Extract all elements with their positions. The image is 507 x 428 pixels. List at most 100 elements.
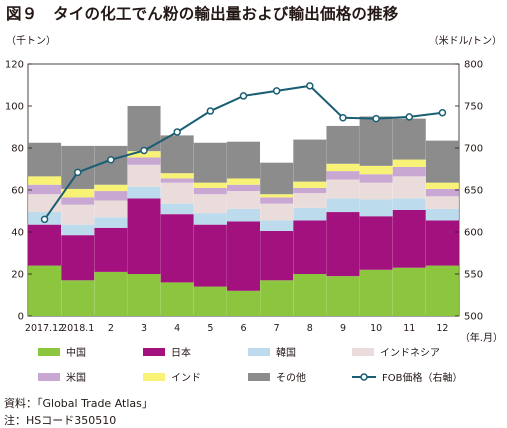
bar-segment-1-1 <box>61 235 95 281</box>
x-tick-label-12: 12 <box>436 323 448 334</box>
x-tick-label-6: 6 <box>240 323 246 334</box>
bar-segment-4-0 <box>28 184 62 195</box>
bar-segment-5-5 <box>193 182 227 188</box>
legend-label-4: 米国 <box>66 371 86 384</box>
x-tick-label-1: 2018.1 <box>61 323 94 334</box>
bar-segment-3-4 <box>160 182 194 204</box>
bar-segment-5-10 <box>359 165 393 175</box>
y-axis-left-title: （千トン） <box>6 35 56 47</box>
bar-segment-3-8 <box>293 193 327 208</box>
y-axis-right-title: （米ドル/トン） <box>429 34 502 47</box>
bar-segment-3-11 <box>392 176 426 199</box>
bar-segment-4-11 <box>392 166 426 177</box>
bar-segment-5-0 <box>28 176 62 185</box>
bar-segment-3-6 <box>227 191 260 209</box>
bar-segment-2-3 <box>127 186 161 199</box>
legend-swatch-1 <box>143 348 165 356</box>
stacked-bar-chart: （千トン） （米ドル/トン） 02040608010012050055060065… <box>5 34 503 384</box>
bar-segment-4-10 <box>359 174 393 183</box>
source-note: 資料：「Global Trade Atlas」 <box>4 397 153 410</box>
y2-tick-label-2: 600 <box>464 228 483 239</box>
bar-segment-5-1 <box>61 188 95 198</box>
bar-segment-1-7 <box>260 230 294 281</box>
bar-segment-0-1 <box>61 280 95 316</box>
bar-segment-6-9 <box>326 125 360 164</box>
y-tick-label-1: 20 <box>11 270 24 281</box>
bar-segment-5-3 <box>127 151 161 158</box>
legend-label-1: 日本 <box>171 346 191 359</box>
bar-segment-3-12 <box>425 196 459 209</box>
x-axis-title: （年.月） <box>460 331 503 344</box>
bar-segment-2-7 <box>260 220 294 231</box>
bar-segment-4-8 <box>293 187 327 194</box>
y-tick-label-4: 80 <box>11 144 24 155</box>
x-tick-label-5: 5 <box>207 323 213 334</box>
fob-price-point-8 <box>306 82 314 90</box>
legend-swatch-0 <box>38 348 60 356</box>
bar-segment-4-4 <box>160 178 194 183</box>
bar-segment-3-3 <box>127 164 161 187</box>
bar-segment-0-3 <box>127 274 161 316</box>
bar-segment-2-10 <box>359 199 393 217</box>
footnote: 注：HSコード350510 <box>4 414 117 427</box>
bar-segment-0-2 <box>94 271 128 316</box>
legend-swatch-6 <box>248 373 270 381</box>
bar-segment-2-12 <box>425 208 459 221</box>
bar-segment-4-12 <box>425 188 459 197</box>
bar-segment-2-8 <box>293 207 327 221</box>
x-tick-label-9: 9 <box>340 323 346 334</box>
bar-segment-1-3 <box>127 198 161 274</box>
chart-title: 図９ タイの化工でん粉の輸出量および輸出価格の推移 <box>6 5 399 23</box>
bar-segment-0-10 <box>359 269 393 316</box>
y-tick-label-2: 40 <box>11 228 24 239</box>
bar-segment-2-11 <box>392 198 426 210</box>
bar-segment-1-0 <box>28 224 62 266</box>
bar-segment-5-11 <box>392 159 426 167</box>
legend-label-2: 韓国 <box>276 347 296 359</box>
y2-tick-label-6: 800 <box>464 60 483 71</box>
y-tick-label-0: 0 <box>18 312 24 323</box>
x-tick-label-8: 8 <box>307 323 313 334</box>
x-tick-label-10: 10 <box>370 323 382 334</box>
legend-label-6: その他 <box>276 371 306 384</box>
bar-segment-0-7 <box>260 280 294 316</box>
legend-label-5: インド <box>171 373 201 384</box>
bar-segment-4-7 <box>260 197 294 204</box>
fob-price-point-2 <box>107 156 115 164</box>
bar-segment-0-6 <box>227 290 260 316</box>
bar-segment-2-5 <box>193 213 227 225</box>
bar-segment-3-1 <box>61 204 95 225</box>
bar-segment-6-4 <box>160 135 194 174</box>
bar-segment-0-0 <box>28 265 62 316</box>
bar-segment-6-6 <box>227 141 260 179</box>
x-tick-label-0: 2017.12 <box>25 323 64 334</box>
bar-segment-1-9 <box>326 212 360 277</box>
bar-segment-2-6 <box>227 208 260 222</box>
y2-tick-label-4: 700 <box>464 144 483 155</box>
legend-swatch-5 <box>143 373 165 381</box>
bar-segment-5-12 <box>425 182 459 189</box>
bars <box>28 106 459 316</box>
bar-segment-6-2 <box>94 145 128 185</box>
bar-segment-4-1 <box>61 197 95 205</box>
bar-segment-5-6 <box>227 178 260 185</box>
bar-segment-6-0 <box>28 142 62 177</box>
bar-segment-0-11 <box>392 267 426 316</box>
bar-segment-5-4 <box>160 173 194 179</box>
bar-segment-1-5 <box>193 224 227 287</box>
fob-price-line <box>40 82 447 224</box>
x-tick-label-7: 7 <box>274 323 280 334</box>
fob-price-point-7 <box>272 87 281 95</box>
axis-ticks: 0 20 40 60 80 100 120 500 550 600 650 700 750 800 2017… <box>5 60 503 345</box>
bar-segment-1-4 <box>160 214 194 283</box>
y2-tick-label-3: 650 <box>464 186 483 197</box>
y-tick-label-3: 60 <box>11 186 24 197</box>
x-tick-label-4: 4 <box>174 323 180 334</box>
bar-segment-1-12 <box>425 220 459 266</box>
fob-price-point-1 <box>73 168 82 177</box>
legend-label-0: 中国 <box>66 346 86 359</box>
fob-price-point-5 <box>206 107 215 115</box>
bar-segment-3-10 <box>359 182 393 200</box>
bar-segment-3-7 <box>260 203 294 221</box>
